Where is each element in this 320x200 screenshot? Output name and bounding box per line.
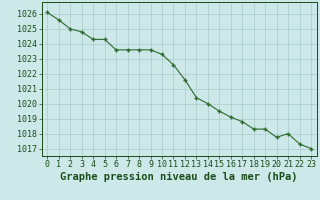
X-axis label: Graphe pression niveau de la mer (hPa): Graphe pression niveau de la mer (hPa) bbox=[60, 172, 298, 182]
